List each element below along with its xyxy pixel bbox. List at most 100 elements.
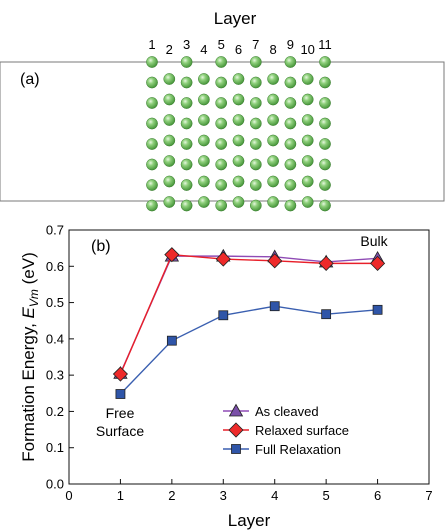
atom bbox=[284, 56, 297, 68]
layer-number: 3 bbox=[183, 37, 190, 52]
atom bbox=[146, 56, 158, 68]
atom bbox=[249, 97, 262, 109]
legend-marker bbox=[228, 403, 244, 417]
layer-number: 4 bbox=[200, 42, 207, 57]
x-axis-label: Layer bbox=[228, 511, 271, 530]
atom bbox=[232, 175, 245, 188]
atom bbox=[198, 175, 210, 188]
data-point bbox=[370, 255, 386, 271]
atom bbox=[232, 196, 245, 208]
atom bbox=[146, 199, 158, 212]
plot-frame bbox=[68, 229, 430, 485]
atom bbox=[146, 158, 158, 171]
atom bbox=[215, 117, 228, 130]
data-point bbox=[218, 310, 229, 321]
series-line bbox=[119, 255, 378, 374]
layer-number: 7 bbox=[252, 37, 259, 52]
data-point bbox=[318, 255, 334, 271]
atom bbox=[301, 155, 314, 167]
layer-number: 5 bbox=[218, 37, 225, 52]
layer-number: 2 bbox=[166, 42, 173, 57]
y-tick-label: 0.5 bbox=[46, 295, 64, 310]
legend-item: Full Relaxation bbox=[223, 442, 341, 457]
atom bbox=[249, 117, 262, 130]
layer-number: 6 bbox=[235, 42, 242, 57]
atom bbox=[180, 158, 193, 171]
atom bbox=[180, 97, 193, 109]
atom bbox=[319, 199, 331, 212]
panel-a: Layer (a) 1 2 3 4 5 6 7 8 9 10 11 bbox=[0, 9, 445, 212]
legend-label: As cleaved bbox=[255, 404, 319, 419]
data-point bbox=[112, 366, 128, 382]
x-tick-label: 1 bbox=[117, 488, 124, 503]
atom bbox=[284, 158, 297, 171]
legend-label: Relaxed surface bbox=[255, 423, 349, 438]
atom bbox=[180, 138, 193, 150]
series-line bbox=[119, 253, 378, 375]
atom bbox=[180, 76, 193, 89]
data-point bbox=[115, 389, 126, 399]
series-group bbox=[112, 247, 386, 399]
atom bbox=[180, 179, 193, 191]
layer-number: 1 bbox=[148, 37, 155, 52]
y-axis-label-unit: (eV) bbox=[19, 252, 38, 289]
series-full-relaxation bbox=[115, 301, 383, 399]
atom bbox=[163, 134, 176, 147]
atom bbox=[198, 73, 210, 85]
atom bbox=[284, 97, 297, 109]
x-tick-label: 6 bbox=[374, 488, 381, 503]
x-axis-ticks: 0 1 2 3 4 5 6 7 bbox=[65, 479, 433, 503]
atom-lattice bbox=[146, 56, 331, 212]
atom bbox=[301, 73, 314, 85]
layer-number: 9 bbox=[287, 37, 294, 52]
atom bbox=[249, 179, 262, 191]
panel-a-title: Layer bbox=[214, 9, 257, 28]
atom bbox=[163, 175, 176, 188]
atom bbox=[267, 93, 279, 106]
atom bbox=[163, 155, 176, 167]
atom bbox=[284, 179, 297, 191]
data-point bbox=[321, 309, 332, 320]
data-point bbox=[215, 251, 231, 267]
atom bbox=[319, 138, 331, 150]
atom bbox=[146, 179, 158, 191]
x-tick-label: 2 bbox=[168, 488, 175, 503]
legend-marker bbox=[231, 444, 241, 454]
atom bbox=[163, 196, 176, 208]
atom bbox=[267, 114, 279, 126]
legend: As cleaved Relaxed surface Full Relaxation bbox=[223, 403, 349, 457]
atom bbox=[232, 134, 245, 147]
atom bbox=[249, 138, 262, 150]
atom bbox=[301, 175, 314, 188]
y-tick-label: 0.4 bbox=[46, 331, 64, 346]
atom bbox=[249, 199, 262, 212]
x-tick-label: 7 bbox=[425, 488, 432, 503]
data-point bbox=[269, 301, 280, 312]
atom bbox=[267, 155, 279, 167]
legend-marker bbox=[228, 422, 244, 438]
atom bbox=[319, 117, 331, 130]
legend-item: As cleaved bbox=[223, 403, 319, 419]
atom bbox=[215, 138, 228, 150]
atom bbox=[180, 199, 193, 212]
atom bbox=[301, 114, 314, 126]
panel-b-label: (b) bbox=[91, 238, 111, 255]
atom bbox=[198, 134, 210, 147]
atom bbox=[249, 158, 262, 171]
atom bbox=[319, 97, 331, 109]
layer-numbers: 1 2 3 4 5 6 7 8 9 10 11 bbox=[148, 37, 331, 57]
atom bbox=[146, 76, 158, 89]
x-tick-label: 4 bbox=[271, 488, 278, 503]
atom bbox=[215, 97, 228, 109]
atom bbox=[146, 138, 158, 150]
atom bbox=[180, 117, 193, 130]
atom bbox=[267, 175, 279, 188]
atom bbox=[232, 155, 245, 167]
atom bbox=[301, 196, 314, 208]
layer-number: 8 bbox=[269, 42, 276, 57]
atom bbox=[198, 155, 210, 167]
y-tick-label: 0.6 bbox=[46, 259, 64, 274]
series-line bbox=[119, 305, 378, 395]
atom bbox=[319, 56, 331, 68]
atom bbox=[232, 93, 245, 106]
